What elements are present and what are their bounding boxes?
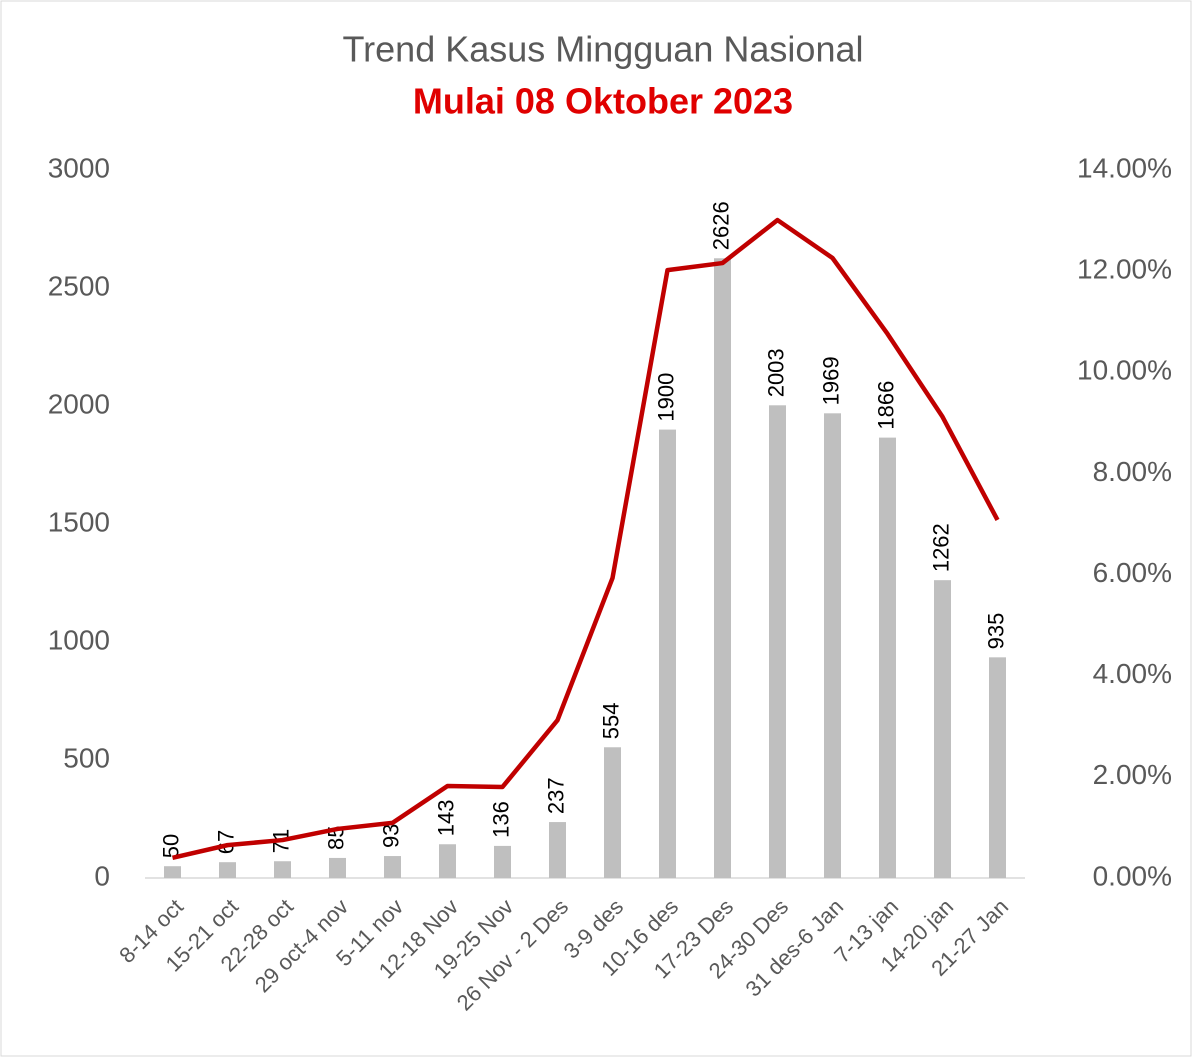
data-label: 935 [983, 613, 1008, 650]
bar [769, 405, 786, 878]
data-label: 1969 [818, 356, 843, 405]
data-label: 143 [433, 800, 458, 837]
bar [439, 844, 456, 878]
bar [274, 861, 291, 878]
data-label: 136 [488, 801, 513, 838]
data-label: 1262 [928, 523, 953, 572]
bar [934, 580, 951, 878]
y-tick-label: 2500 [48, 270, 110, 301]
data-label: 2626 [708, 201, 733, 250]
data-label: 2003 [763, 348, 788, 397]
bar [494, 845, 511, 878]
y-tick-label: 3000 [48, 152, 110, 183]
chart-subtitle: Mulai 08 Oktober 2023 [413, 81, 793, 122]
y2-tick-label: 12.00% [1077, 254, 1172, 285]
bar [549, 822, 566, 878]
bar [824, 413, 841, 878]
chart-title: Trend Kasus Mingguan Nasional [343, 29, 864, 70]
bar [659, 429, 676, 878]
bar [164, 866, 181, 878]
data-label: 1866 [873, 381, 898, 430]
y2-tick-label: 4.00% [1093, 658, 1172, 689]
y-tick-label: 1500 [48, 506, 110, 537]
y2-tick-label: 14.00% [1077, 152, 1172, 183]
y-tick-label: 0 [94, 860, 110, 891]
y2-tick-label: 10.00% [1077, 355, 1172, 386]
data-label: 237 [543, 777, 568, 814]
data-label: 554 [598, 703, 623, 740]
bar [219, 862, 236, 878]
y2-tick-label: 8.00% [1093, 456, 1172, 487]
y-tick-label: 500 [63, 742, 110, 773]
data-label: 1900 [653, 373, 678, 422]
bar [989, 657, 1006, 878]
y2-tick-label: 2.00% [1093, 759, 1172, 790]
y-tick-label: 1000 [48, 624, 110, 655]
data-label: 93 [378, 824, 403, 848]
y2-tick-label: 6.00% [1093, 557, 1172, 588]
bar [879, 437, 896, 878]
y-tick-label: 2000 [48, 388, 110, 419]
y2-tick-label: 0.00% [1093, 860, 1172, 891]
bar [329, 857, 346, 878]
bar [384, 856, 401, 878]
line [171, 217, 1000, 860]
data-label: 67 [213, 830, 238, 854]
bar [714, 258, 731, 878]
bar [604, 747, 621, 878]
